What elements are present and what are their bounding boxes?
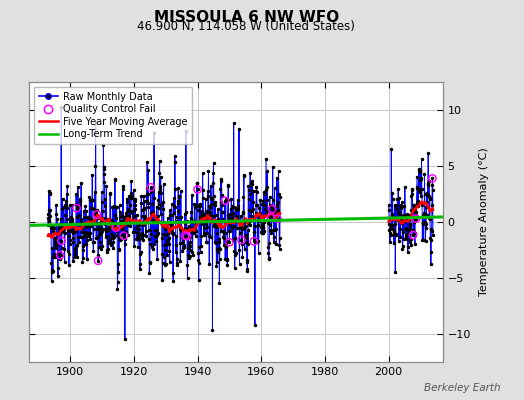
Point — [428, 175, 436, 182]
Point — [56, 252, 64, 258]
Point — [237, 237, 246, 243]
Legend: Raw Monthly Data, Quality Control Fail, Five Year Moving Average, Long-Term Tren: Raw Monthly Data, Quality Control Fail, … — [34, 87, 192, 144]
Point — [183, 233, 191, 240]
Point — [119, 232, 128, 239]
Point — [268, 206, 276, 212]
Point — [94, 258, 102, 264]
Point — [112, 224, 121, 231]
Text: Berkeley Earth: Berkeley Earth — [424, 383, 500, 393]
Point — [193, 186, 202, 193]
Point — [57, 238, 66, 244]
Point — [93, 211, 101, 218]
Point — [409, 232, 417, 238]
Point — [267, 214, 275, 221]
Point — [249, 238, 258, 244]
Point — [147, 184, 155, 190]
Text: 46.900 N, 114.058 W (United States): 46.900 N, 114.058 W (United States) — [137, 20, 355, 33]
Point — [221, 198, 229, 204]
Point — [274, 216, 282, 222]
Point — [181, 232, 189, 239]
Text: MISSOULA 6 NW WFO: MISSOULA 6 NW WFO — [154, 10, 339, 25]
Point — [225, 239, 234, 246]
Point — [72, 205, 81, 211]
Point — [412, 216, 420, 222]
Y-axis label: Temperature Anomaly (°C): Temperature Anomaly (°C) — [479, 148, 489, 296]
